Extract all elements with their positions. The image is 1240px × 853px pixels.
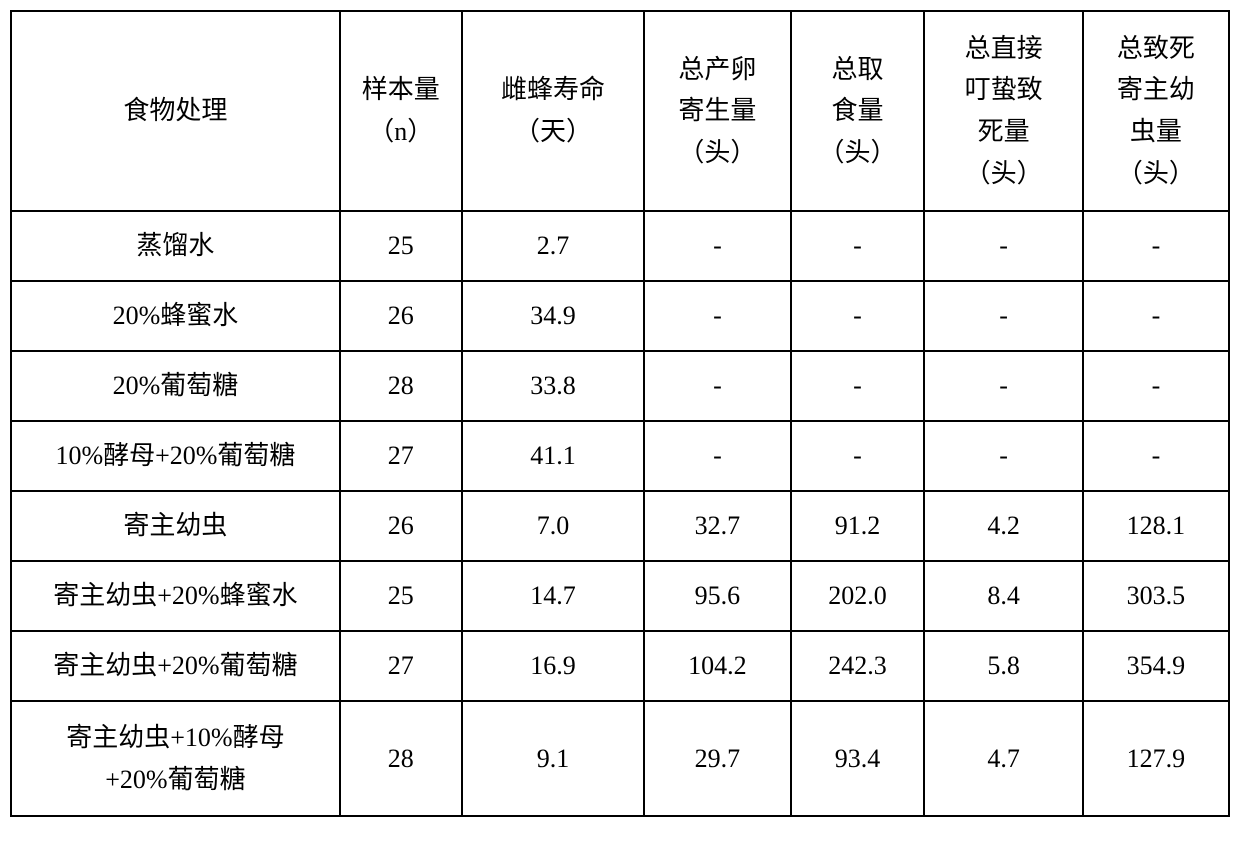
cell: 29.7	[644, 701, 790, 816]
table-row: 寄主幼虫+20%蜂蜜水 25 14.7 95.6 202.0 8.4 303.5	[11, 561, 1229, 631]
table-row: 寄主幼虫 26 7.0 32.7 91.2 4.2 128.1	[11, 491, 1229, 561]
cell: 寄主幼虫+10%酵母+20%葡萄糖	[11, 701, 340, 816]
cell: -	[644, 421, 790, 491]
cell: 26	[340, 491, 462, 561]
table-row: 寄主幼虫+20%葡萄糖 27 16.9 104.2 242.3 5.8 354.…	[11, 631, 1229, 701]
cell: -	[1083, 351, 1229, 421]
header-cell: 雌蜂寿命（天）	[462, 11, 645, 211]
cell: 26	[340, 281, 462, 351]
header-cell: 总致死寄主幼虫量（头）	[1083, 11, 1229, 211]
cell: 41.1	[462, 421, 645, 491]
cell: 28	[340, 351, 462, 421]
header-row: 食物处理 样本量（n） 雌蜂寿命（天） 总产卵寄生量（头） 总取食量（头） 总直…	[11, 11, 1229, 211]
cell: 4.2	[924, 491, 1082, 561]
cell: 242.3	[791, 631, 925, 701]
cell: 128.1	[1083, 491, 1229, 561]
header-cell: 总直接叮蛰致死量（头）	[924, 11, 1082, 211]
cell: -	[924, 421, 1082, 491]
cell: -	[644, 211, 790, 281]
cell: 20%蜂蜜水	[11, 281, 340, 351]
cell: -	[644, 351, 790, 421]
header-cell: 样本量（n）	[340, 11, 462, 211]
cell: 25	[340, 211, 462, 281]
header-cell: 食物处理	[11, 11, 340, 211]
cell: 91.2	[791, 491, 925, 561]
cell: -	[924, 351, 1082, 421]
cell: -	[924, 211, 1082, 281]
cell: 4.7	[924, 701, 1082, 816]
cell: 28	[340, 701, 462, 816]
cell: 寄主幼虫	[11, 491, 340, 561]
cell: 32.7	[644, 491, 790, 561]
cell: 34.9	[462, 281, 645, 351]
cell: 14.7	[462, 561, 645, 631]
cell: 202.0	[791, 561, 925, 631]
cell: 7.0	[462, 491, 645, 561]
cell: -	[1083, 211, 1229, 281]
table-row: 寄主幼虫+10%酵母+20%葡萄糖 28 9.1 29.7 93.4 4.7 1…	[11, 701, 1229, 816]
cell: 127.9	[1083, 701, 1229, 816]
cell: 寄主幼虫+20%蜂蜜水	[11, 561, 340, 631]
cell: 27	[340, 421, 462, 491]
cell: 27	[340, 631, 462, 701]
cell: 16.9	[462, 631, 645, 701]
table-row: 20%蜂蜜水 26 34.9 - - - -	[11, 281, 1229, 351]
cell: -	[791, 421, 925, 491]
cell: 2.7	[462, 211, 645, 281]
cell: -	[791, 281, 925, 351]
cell: 寄主幼虫+20%葡萄糖	[11, 631, 340, 701]
cell: 303.5	[1083, 561, 1229, 631]
data-table: 食物处理 样本量（n） 雌蜂寿命（天） 总产卵寄生量（头） 总取食量（头） 总直…	[10, 10, 1230, 817]
cell: -	[1083, 421, 1229, 491]
cell: 354.9	[1083, 631, 1229, 701]
header-cell: 总产卵寄生量（头）	[644, 11, 790, 211]
cell: 5.8	[924, 631, 1082, 701]
cell: 95.6	[644, 561, 790, 631]
table-row: 10%酵母+20%葡萄糖 27 41.1 - - - -	[11, 421, 1229, 491]
cell: 93.4	[791, 701, 925, 816]
cell: -	[1083, 281, 1229, 351]
cell: 8.4	[924, 561, 1082, 631]
cell: -	[924, 281, 1082, 351]
cell: -	[644, 281, 790, 351]
cell: -	[791, 351, 925, 421]
table-header: 食物处理 样本量（n） 雌蜂寿命（天） 总产卵寄生量（头） 总取食量（头） 总直…	[11, 11, 1229, 211]
cell: 104.2	[644, 631, 790, 701]
cell: 蒸馏水	[11, 211, 340, 281]
table-row: 蒸馏水 25 2.7 - - - -	[11, 211, 1229, 281]
cell: -	[791, 211, 925, 281]
header-cell: 总取食量（头）	[791, 11, 925, 211]
cell: 25	[340, 561, 462, 631]
table-body: 蒸馏水 25 2.7 - - - - 20%蜂蜜水 26 34.9 - - - …	[11, 211, 1229, 816]
cell: 20%葡萄糖	[11, 351, 340, 421]
cell: 10%酵母+20%葡萄糖	[11, 421, 340, 491]
cell: 33.8	[462, 351, 645, 421]
cell: 9.1	[462, 701, 645, 816]
table-row: 20%葡萄糖 28 33.8 - - - -	[11, 351, 1229, 421]
